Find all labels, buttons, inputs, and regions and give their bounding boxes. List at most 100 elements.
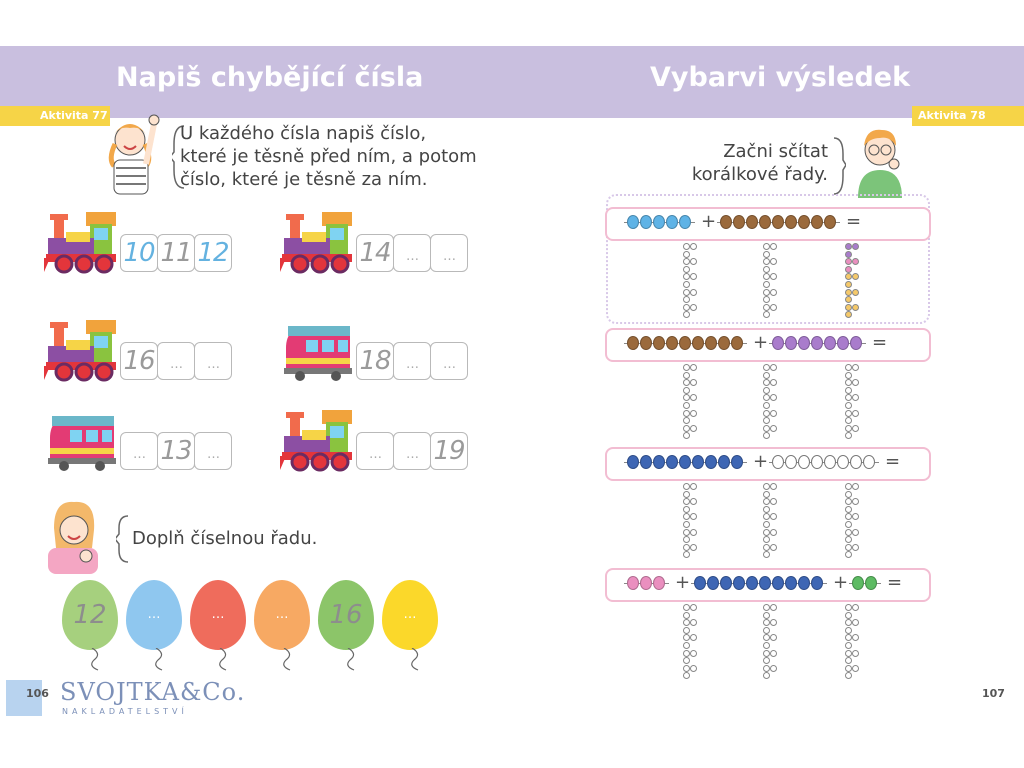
answer-bead: [683, 528, 690, 536]
answer-bead: [763, 657, 770, 665]
answer-bead: [763, 642, 770, 649]
answer-bead: [683, 664, 690, 672]
bead: [718, 455, 730, 469]
train-engine-icon: [280, 410, 352, 472]
balloon-string-icon: [283, 648, 291, 671]
answer-bead: [690, 604, 697, 611]
balloon-number[interactable]: …: [382, 580, 438, 650]
answer-bead: [683, 379, 690, 387]
bead: [798, 336, 810, 350]
number-box[interactable]: …: [194, 432, 232, 470]
answer-bead: [845, 483, 852, 490]
bead: [759, 576, 771, 590]
answer-bead: [683, 288, 690, 296]
answer-bead: [683, 402, 690, 409]
bead: [692, 455, 704, 469]
answer-bead: [845, 498, 852, 506]
balloon-number[interactable]: …: [126, 580, 182, 650]
answer-bead: [683, 619, 690, 627]
answer-bead: [845, 657, 852, 665]
answer-bead: [852, 394, 859, 402]
answer-bead: [845, 626, 852, 634]
bead: [720, 576, 732, 590]
balloon-number[interactable]: …: [190, 580, 246, 650]
number-box[interactable]: …: [194, 342, 232, 380]
bead: [733, 576, 745, 590]
answer-bead: [683, 296, 690, 304]
answer-bead: [852, 543, 859, 551]
number-box[interactable]: …: [430, 234, 468, 272]
balloon-number[interactable]: 16: [318, 580, 374, 650]
bead: [865, 576, 877, 590]
number-box[interactable]: 18: [356, 342, 394, 380]
answer-bead: [845, 664, 852, 672]
plus-sign: +: [675, 572, 691, 593]
answer-bead: [770, 243, 777, 250]
number-box[interactable]: …: [157, 342, 195, 380]
answer-bead: [690, 543, 697, 551]
answer-bead: [763, 513, 770, 521]
answer-bead: [845, 303, 852, 311]
answer-bead: [683, 281, 690, 288]
answer-bead: [770, 604, 777, 611]
answer-bead: [683, 536, 690, 544]
answer-bead: [845, 273, 852, 281]
number-box[interactable]: 16: [120, 342, 158, 380]
number-box[interactable]: 19: [430, 432, 468, 470]
bead: [640, 576, 652, 590]
answer-bead: [852, 634, 859, 642]
answer-bead: [770, 543, 777, 551]
number-box[interactable]: 10: [120, 234, 158, 272]
answer-bead: [763, 265, 770, 273]
bead: [785, 576, 797, 590]
answer-bead: [763, 371, 770, 379]
answer-bead: [845, 386, 852, 394]
bead: [694, 576, 706, 590]
instruction-line: které je těsně před ním, a potom: [180, 146, 477, 167]
answer-bead: [770, 409, 777, 417]
answer-bead: [763, 394, 770, 402]
bead: [772, 336, 784, 350]
answer-bead: [845, 513, 852, 521]
number-box[interactable]: 12: [194, 234, 232, 272]
answer-bead: [683, 386, 690, 394]
answer-bead: [763, 521, 770, 528]
balloon-number[interactable]: 12: [62, 580, 118, 650]
number-box[interactable]: 14: [356, 234, 394, 272]
train-engine-icon: [280, 212, 352, 274]
bead: [798, 455, 810, 469]
answer-bead: [683, 513, 690, 521]
answer-bead: [683, 505, 690, 513]
instruction-line: Začni sčítat: [723, 141, 828, 162]
bead: [811, 455, 823, 469]
number-box[interactable]: …: [120, 432, 158, 470]
balloon-number[interactable]: …: [254, 580, 310, 650]
number-box[interactable]: …: [393, 432, 431, 470]
answer-bead: [690, 258, 697, 266]
answer-bead: [852, 513, 859, 521]
bead: [772, 455, 784, 469]
answer-bead: [683, 521, 690, 528]
bead: [640, 455, 652, 469]
answer-bead: [683, 243, 690, 250]
publisher-logo-mark: [6, 680, 42, 716]
speech-bracket: [172, 125, 185, 189]
answer-bead: [683, 311, 690, 319]
answer-bead: [845, 672, 852, 680]
answer-bead: [683, 265, 690, 273]
number-box[interactable]: …: [393, 234, 431, 272]
answer-bead: [683, 250, 690, 258]
equals-sign: =: [872, 332, 888, 353]
bead: [811, 215, 823, 229]
answer-bead: [683, 432, 690, 440]
number-box[interactable]: …: [356, 432, 394, 470]
number-box[interactable]: 13: [157, 432, 195, 470]
answer-bead: [683, 273, 690, 281]
bead: [653, 215, 665, 229]
number-box[interactable]: …: [393, 342, 431, 380]
bead: [666, 215, 678, 229]
number-box[interactable]: …: [430, 342, 468, 380]
number-box[interactable]: 11: [157, 234, 195, 272]
answer-bead: [763, 311, 770, 319]
bead: [850, 336, 862, 350]
